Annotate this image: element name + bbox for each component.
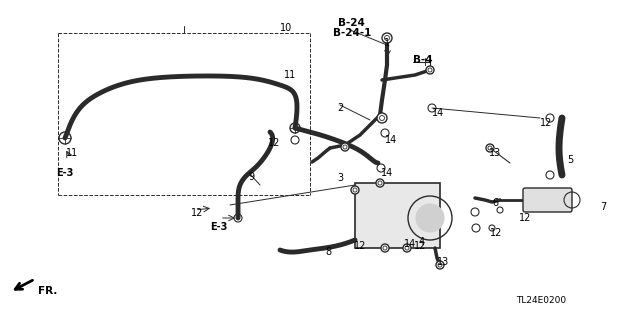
- Text: FR.: FR.: [38, 286, 58, 296]
- Bar: [355, 183, 440, 248]
- Text: 14: 14: [404, 239, 416, 249]
- Text: 2: 2: [337, 103, 343, 113]
- Text: 13: 13: [437, 257, 449, 267]
- Circle shape: [426, 66, 434, 74]
- Text: 12: 12: [540, 118, 552, 128]
- Circle shape: [436, 261, 444, 269]
- Text: E-3: E-3: [56, 168, 74, 178]
- Circle shape: [486, 144, 494, 152]
- Text: 14: 14: [385, 135, 397, 145]
- Text: 14: 14: [432, 108, 444, 118]
- Text: 1: 1: [384, 38, 390, 48]
- Text: 12: 12: [490, 228, 502, 238]
- Text: 14: 14: [381, 168, 393, 178]
- Text: E-3: E-3: [210, 222, 227, 232]
- Text: 12: 12: [519, 213, 531, 223]
- Text: 11: 11: [284, 70, 296, 80]
- Circle shape: [416, 204, 444, 232]
- Text: 12: 12: [354, 241, 366, 251]
- Text: 12: 12: [414, 241, 426, 251]
- Text: 11: 11: [66, 148, 78, 158]
- Text: 10: 10: [280, 23, 292, 33]
- Text: 13: 13: [489, 148, 501, 158]
- Text: 5: 5: [567, 155, 573, 165]
- Text: TL24E0200: TL24E0200: [516, 296, 566, 305]
- Circle shape: [381, 244, 389, 252]
- Text: 9: 9: [248, 172, 254, 182]
- Text: B-24-1: B-24-1: [333, 28, 371, 38]
- Circle shape: [341, 143, 349, 151]
- Text: 8: 8: [325, 247, 331, 257]
- Circle shape: [351, 186, 359, 194]
- Text: 6: 6: [492, 198, 498, 208]
- Circle shape: [403, 244, 411, 252]
- Text: 12: 12: [268, 138, 280, 148]
- Circle shape: [377, 113, 387, 123]
- Text: 3: 3: [337, 173, 343, 183]
- Circle shape: [382, 33, 392, 43]
- FancyBboxPatch shape: [523, 188, 572, 212]
- Text: 12: 12: [191, 208, 204, 218]
- Text: 7: 7: [600, 202, 606, 212]
- Text: B-4: B-4: [413, 55, 433, 65]
- Text: 4: 4: [419, 237, 425, 247]
- Circle shape: [376, 179, 384, 187]
- Text: B-24: B-24: [338, 18, 365, 28]
